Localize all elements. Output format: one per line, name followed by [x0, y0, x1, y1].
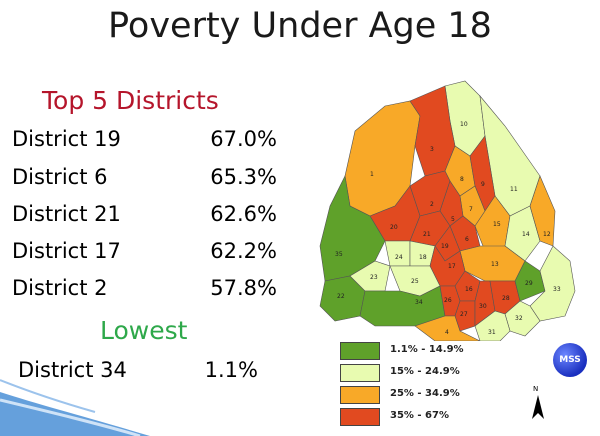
district-value: 62.2%: [210, 239, 277, 263]
legend-swatch: [340, 408, 380, 426]
north-label: N: [533, 385, 539, 393]
district-label: District 17: [12, 239, 121, 263]
district-value: 65.3%: [210, 165, 277, 189]
district-number: 24: [395, 254, 403, 261]
district-number: 29: [525, 280, 533, 287]
district-number: 33: [553, 286, 561, 293]
district-number: 30: [479, 303, 487, 310]
district-number: 18: [419, 254, 427, 261]
legend-swatch: [340, 342, 380, 360]
district-number: 1: [370, 171, 374, 178]
district-number: 7: [469, 206, 473, 213]
district-label: District 34: [18, 358, 127, 382]
district-number: 8: [460, 176, 464, 183]
district-value: 57.8%: [210, 276, 277, 300]
district-number: 16: [465, 286, 473, 293]
district-map: .c1 { fill:#5fa12a; } .c2 { fill:#e8fbb0…: [319, 80, 576, 341]
district-33: [529, 245, 576, 322]
district-number: 32: [515, 315, 523, 322]
district-4: [414, 315, 481, 341]
legend-swatch: [340, 386, 380, 404]
legend-item: 1.1% - 14.9%: [340, 342, 510, 362]
district-number: 28: [502, 295, 510, 302]
district-value: 1.1%: [204, 358, 258, 382]
district-number: 34: [415, 299, 423, 306]
legend-label: 1.1% - 14.9%: [390, 344, 464, 355]
legend-label: 25% - 34.9%: [390, 388, 460, 399]
district-number: 26: [444, 297, 452, 304]
district-number: 2: [430, 201, 434, 208]
district-number: 10: [460, 121, 468, 128]
legend-item: 25% - 34.9%: [340, 386, 510, 406]
district-number: 22: [337, 293, 345, 300]
district-number: 21: [423, 231, 431, 238]
district-number: 12: [543, 231, 551, 238]
legend-item: 35% - 67%: [340, 408, 510, 428]
legend-label: 15% - 24.9%: [390, 366, 460, 377]
district-label: District 6: [12, 165, 108, 189]
page-title: Poverty Under Age 18: [108, 6, 492, 46]
district-number: 19: [441, 243, 449, 250]
legend-item: 15% - 24.9%: [340, 364, 510, 384]
district-label: District 19: [12, 127, 121, 151]
legend-swatch: [340, 364, 380, 382]
district-number: 11: [510, 186, 518, 193]
district-number: 27: [460, 311, 468, 318]
district-number: 13: [491, 261, 499, 268]
district-value: 62.6%: [210, 202, 277, 226]
district-12: [529, 175, 556, 247]
district-number: 4: [445, 329, 449, 336]
district-number: 5: [451, 216, 455, 223]
district-number: 25: [411, 278, 419, 285]
district-number: 6: [465, 236, 469, 243]
district-number: 20: [390, 224, 398, 231]
legend-label: 35% - 67%: [390, 410, 449, 421]
district-value: 67.0%: [210, 127, 277, 151]
district-number: 17: [448, 263, 456, 270]
district-label: District 2: [12, 276, 108, 300]
district-number: 15: [493, 221, 501, 228]
district-number-labels: 1 2 3 4 5 6 7 8 9 10 11 12 13 14 15 16 1…: [335, 121, 561, 336]
north-arrow-icon: N: [528, 385, 548, 425]
district-number: 14: [522, 231, 530, 238]
district-31: [474, 310, 511, 341]
top-districts-heading: Top 5 Districts: [42, 86, 219, 115]
district-number: 35: [335, 251, 343, 258]
district-number: 31: [488, 329, 496, 336]
district-number: 9: [481, 181, 485, 188]
district-label: District 21: [12, 202, 121, 226]
district-23: [349, 260, 391, 292]
mss-logo: MSS: [553, 343, 587, 377]
district-number: 3: [430, 146, 434, 153]
district-number: 23: [370, 274, 378, 281]
lowest-heading: Lowest: [100, 316, 188, 345]
